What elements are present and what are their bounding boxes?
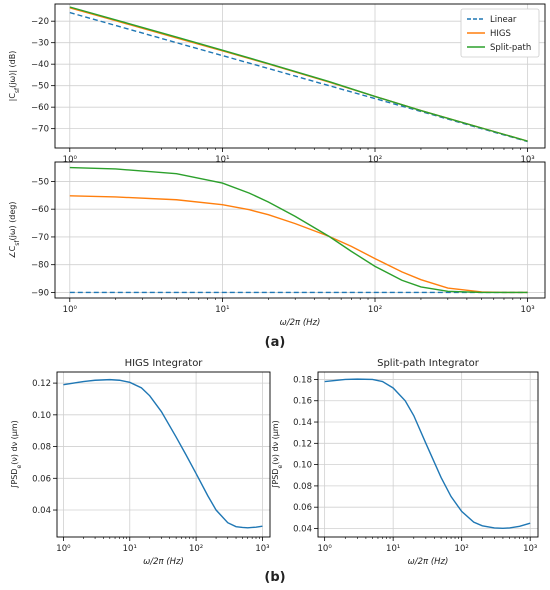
split-path-integrator-chart: 10⁰ 10¹ 10² 10³ 0.04 0.06 0.08 0.10 0.12 0.14 0.16… — [271, 358, 539, 567]
axes-frame — [54, 161, 546, 299]
x-tick-label: 10² — [455, 544, 469, 554]
x-tick-label: 10⁰ — [63, 155, 78, 165]
y-tick-label: 0.08 — [293, 482, 312, 492]
phase-chart: 10⁰ 10¹ 10² 10³ −90 −80 −70 −60 −50 ω/2π (Hz) ∠Csf… — [8, 161, 546, 328]
x-tick-label: 10³ — [255, 544, 269, 554]
y-tick-label: −50 — [31, 177, 49, 187]
x-tick-label: 10³ — [520, 305, 534, 315]
chart-title: HIGS Integrator — [125, 358, 204, 369]
x-axis-label: ω/2π (Hz) — [143, 557, 184, 567]
y-tick-label: 0.06 — [293, 503, 312, 513]
y-tick-label: 0.04 — [293, 524, 312, 534]
y-tick-label: −60 — [31, 103, 49, 113]
legend: Linear HIGS Split-path — [460, 8, 540, 58]
y-tick-label: 0.04 — [32, 506, 51, 516]
y-axis-label: ∫PSDe(ν) dν (μm) — [10, 420, 23, 488]
axes-frame — [56, 371, 271, 538]
x-tick-label: 10¹ — [123, 544, 137, 554]
y-tick-label: −40 — [31, 60, 49, 70]
axes-frame — [54, 3, 546, 149]
chart-title: Split-path Integrator — [377, 358, 480, 369]
y-tick-label: −70 — [31, 233, 49, 243]
legend-label: HIGS — [490, 29, 511, 39]
x-tick-label: 10³ — [523, 544, 537, 554]
axes-frame — [317, 371, 539, 538]
y-tick-label: 0.10 — [293, 461, 312, 471]
y-tick-label: 0.08 — [32, 443, 51, 453]
legend-label: Split-path — [490, 43, 531, 53]
y-tick-label: −70 — [31, 125, 49, 135]
figure-label-a: (a) — [265, 335, 286, 350]
higs-integrator-chart: 10⁰ 10¹ 10² 10³ 0.04 0.06 0.08 0.10 0.12 HIGS Int… — [10, 358, 271, 567]
y-tick-label: 0.16 — [293, 397, 312, 407]
y-tick-label: −60 — [31, 205, 49, 215]
y-tick-label: 0.12 — [32, 379, 51, 389]
y-tick-label: −20 — [31, 17, 49, 27]
y-tick-label: 0.12 — [293, 439, 312, 449]
y-tick-label: 0.18 — [293, 375, 312, 385]
higs-series-line — [69, 195, 528, 294]
x-axis-label: ω/2π (Hz) — [280, 318, 321, 328]
y-tick-label: 0.10 — [32, 411, 51, 421]
x-tick-label: 10⁰ — [318, 544, 333, 554]
y-axis-label: |Csf(jω)| (dB) — [8, 51, 21, 102]
y-tick-label: −30 — [31, 39, 49, 49]
x-tick-label: 10³ — [520, 155, 534, 165]
linear-series-line — [69, 11, 528, 143]
legend-label: Linear — [490, 15, 517, 25]
split-path-series-line — [69, 166, 528, 294]
x-tick-label: 10² — [368, 305, 382, 315]
y-axis-label: ∫PSDe(ν) dν (μm) — [271, 420, 284, 488]
x-tick-label: 10⁰ — [63, 305, 78, 315]
legend-box — [460, 8, 540, 58]
x-tick-label: 10¹ — [386, 544, 400, 554]
y-tick-label: −90 — [31, 288, 49, 298]
y-axis-label: ∠Csf(jω) (deg) — [8, 201, 21, 258]
x-tick-label: 10² — [189, 544, 203, 554]
y-tick-label: 0.14 — [293, 418, 312, 428]
x-tick-label: 10¹ — [215, 155, 229, 165]
y-tick-label: −50 — [31, 82, 49, 92]
split-path-series-line — [69, 6, 528, 142]
data-series-line — [324, 378, 531, 529]
y-tick-label: −80 — [31, 261, 49, 271]
magnitude-chart: 10⁰ 10¹ 10² 10³ −70 −60 −50 −40 −30 −20 |Csf(jω)| … — [8, 3, 546, 165]
x-axis-label: ω/2π (Hz) — [408, 557, 449, 567]
x-tick-label: 10² — [368, 155, 382, 165]
x-tick-label: 10⁰ — [56, 544, 71, 554]
x-tick-label: 10¹ — [215, 305, 229, 315]
data-series-line — [63, 378, 263, 529]
figure-label-b: (b) — [264, 570, 285, 585]
y-tick-label: 0.06 — [32, 474, 51, 484]
